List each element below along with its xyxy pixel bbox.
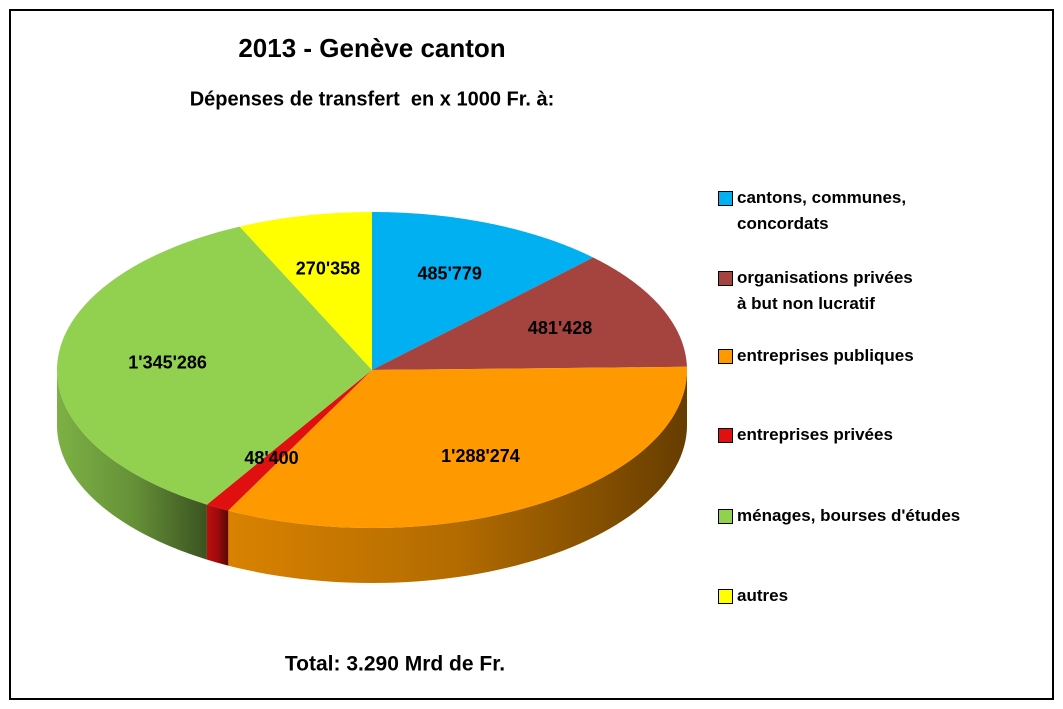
- chart-title: 2013 - Genève canton: [238, 33, 505, 63]
- slice: [239, 212, 372, 370]
- data-label: 485'779: [418, 264, 482, 284]
- legend-label: cantons, communes, concordats: [737, 188, 907, 233]
- slice-side-shade: [206, 504, 229, 566]
- data-label: 1'288'274: [441, 446, 520, 466]
- legend-item: entreprises publiques: [718, 343, 914, 369]
- legend-item: organisations privées à but non lucratif: [718, 265, 913, 317]
- legend-swatch: [718, 349, 733, 364]
- slice: [372, 257, 687, 370]
- legend-item: autres: [718, 583, 788, 609]
- legend-label: entreprises privées: [737, 425, 893, 444]
- legend-label: organisations privées à but non lucratif: [737, 268, 913, 313]
- data-label: 48'400: [244, 448, 298, 468]
- legend-item: cantons, communes, concordats: [718, 185, 906, 237]
- legend-swatch: [718, 271, 733, 286]
- legend-label: entreprises publiques: [737, 346, 914, 365]
- legend-swatch: [718, 509, 733, 524]
- slice: [57, 226, 372, 505]
- slice: [206, 370, 372, 511]
- legend-swatch: [718, 191, 733, 206]
- legend-label: ménages, bourses d'études: [737, 506, 961, 525]
- slice-side-shade: [228, 370, 687, 583]
- legend-item: ménages, bourses d'études: [718, 503, 960, 529]
- legend-label: autres: [737, 586, 789, 605]
- slice: [228, 366, 687, 528]
- frame: [9, 9, 1054, 700]
- legend-swatch: [718, 589, 733, 604]
- data-label: 481'428: [528, 318, 592, 338]
- data-label: 270'358: [296, 258, 360, 278]
- legend-item: entreprises privées: [718, 422, 893, 448]
- data-label: 1'345'286: [128, 353, 207, 373]
- legend-swatch: [718, 428, 733, 443]
- chart-subtitle: Dépenses de transfert en x 1000 Fr. à:: [190, 88, 555, 110]
- total-annotation: Total: 3.290 Mrd de Fr.: [285, 653, 505, 676]
- slice: [372, 212, 594, 370]
- slice-side-shade: [57, 370, 207, 560]
